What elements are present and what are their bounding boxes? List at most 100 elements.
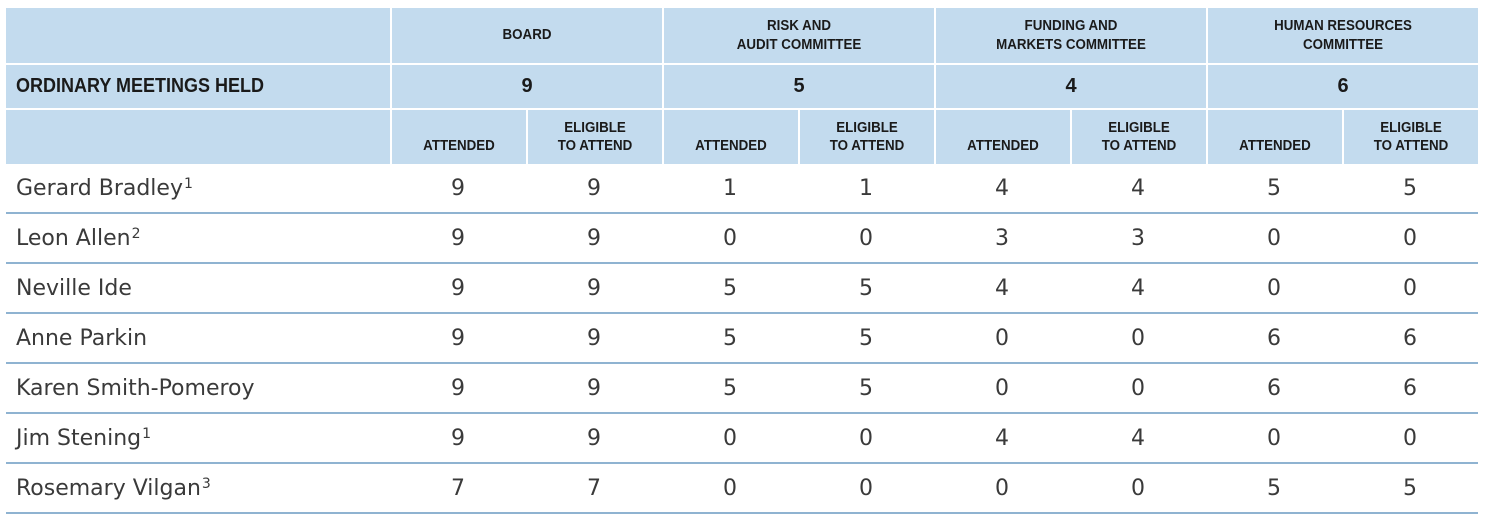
value-cell: 1 [798,164,935,214]
attended-header: ATTENDED [662,110,799,164]
value-cell: 4 [934,164,1071,214]
value-cell: 4 [934,264,1071,314]
value-cell: 6 [1206,364,1343,414]
value-cell: 0 [798,414,935,464]
value-cell: 0 [798,214,935,264]
footnote-marker: 3 [201,475,211,492]
value-cell: 0 [934,464,1071,514]
value-cell: 1 [662,164,799,214]
subheader-corner-cell [6,110,390,164]
table-row: Neville Ide 9 9 5 5 4 4 0 0 [6,264,1479,314]
eligible-header: ELIGIBLE TO ATTEND [798,110,935,164]
value-cell: 0 [1342,214,1479,264]
value-cell: 5 [798,264,935,314]
director-name: Karen Smith-Pomeroy [6,364,390,414]
committee-header-line: COMMITTEE [1303,36,1384,53]
value-cell: 9 [390,314,526,364]
footnote-marker: 1 [142,425,152,442]
meetings-held-board: 9 [390,65,663,110]
value-cell: 6 [1206,314,1343,364]
value-cell: 5 [662,264,799,314]
value-cell: 0 [798,464,935,514]
committee-header-line: HUMAN RESOURCES [1274,17,1412,34]
meetings-held-row: ORDINARY MEETINGS HELD 9 5 4 6 [6,65,1479,110]
meetings-held-funding-markets: 4 [934,65,1207,110]
director-name: Rosemary Vilgan3 [6,464,390,514]
committee-header-line: BOARD [502,27,552,43]
value-cell: 0 [662,464,799,514]
attended-header: ATTENDED [934,110,1071,164]
value-cell: 0 [1070,464,1207,514]
value-cell: 0 [1206,214,1343,264]
table-row: Rosemary Vilgan3 7 7 0 0 0 0 5 5 [6,464,1479,514]
value-cell: 4 [934,414,1071,464]
value-cell: 0 [1342,264,1479,314]
eligible-header: ELIGIBLE TO ATTEND [526,110,663,164]
value-cell: 9 [390,414,526,464]
value-cell: 9 [390,264,526,314]
value-cell: 7 [526,464,663,514]
table-row: Anne Parkin 9 9 5 5 0 0 6 6 [6,314,1479,364]
value-cell: 9 [390,214,526,264]
table-row: Karen Smith-Pomeroy 9 9 5 5 0 0 6 6 [6,364,1479,414]
value-cell: 0 [1342,414,1479,464]
value-cell: 9 [526,164,663,214]
attendance-table: BOARD RISK AND AUDIT COMMITTEE FUNDING A… [6,8,1479,514]
value-cell: 6 [1342,364,1479,414]
value-cell: 4 [1070,264,1207,314]
footnote-marker: 2 [131,225,141,242]
committee-header-line: RISK AND [767,17,832,34]
value-cell: 5 [662,364,799,414]
director-name: Gerard Bradley1 [6,164,390,214]
value-cell: 4 [1070,164,1207,214]
table-row: Gerard Bradley1 9 9 1 1 4 4 5 5 [6,164,1479,214]
value-cell: 5 [1206,164,1343,214]
header-corner-cell [6,8,390,65]
value-cell: 5 [1342,464,1479,514]
committee-header-line: FUNDING AND [1024,17,1118,34]
committee-header-board: BOARD [390,8,663,65]
value-cell: 7 [390,464,526,514]
value-cell: 5 [662,314,799,364]
table-row: Leon Allen2 9 9 0 0 3 3 0 0 [6,214,1479,264]
director-name: Neville Ide [6,264,390,314]
table-row: Jim Stening1 9 9 0 0 4 4 0 0 [6,414,1479,464]
attended-header: ATTENDED [390,110,526,164]
director-name: Leon Allen2 [6,214,390,264]
committee-header-human-resources: HUMAN RESOURCES COMMITTEE [1206,8,1479,65]
subheader-row: ATTENDED ELIGIBLE TO ATTEND ATTENDED ELIG… [6,110,1479,164]
value-cell: 0 [1070,314,1207,364]
value-cell: 9 [390,364,526,414]
committee-header-risk-audit: RISK AND AUDIT COMMITTEE [662,8,935,65]
value-cell: 4 [1070,414,1207,464]
value-cell: 0 [662,214,799,264]
value-cell: 9 [526,314,663,364]
value-cell: 9 [390,164,526,214]
footnote-marker: 1 [183,175,193,192]
meetings-held-human-resources: 6 [1206,65,1479,110]
eligible-header: ELIGIBLE TO ATTEND [1070,110,1207,164]
value-cell: 9 [526,214,663,264]
value-cell: 3 [934,214,1071,264]
value-cell: 9 [526,414,663,464]
director-name: Anne Parkin [6,314,390,364]
eligible-header: ELIGIBLE TO ATTEND [1342,110,1479,164]
value-cell: 0 [934,314,1071,364]
value-cell: 5 [1206,464,1343,514]
value-cell: 9 [526,264,663,314]
value-cell: 0 [1070,364,1207,414]
value-cell: 0 [934,364,1071,414]
value-cell: 3 [1070,214,1207,264]
value-cell: 0 [1206,264,1343,314]
value-cell: 0 [1206,414,1343,464]
value-cell: 9 [526,364,663,414]
value-cell: 5 [1342,164,1479,214]
committee-header-line: AUDIT COMMITTEE [736,36,862,53]
committee-header-line: MARKETS COMMITTEE [996,36,1146,53]
committee-header-funding-markets: FUNDING AND MARKETS COMMITTEE [934,8,1207,65]
committee-header-row: BOARD RISK AND AUDIT COMMITTEE FUNDING A… [6,8,1479,65]
attended-header: ATTENDED [1206,110,1343,164]
director-name: Jim Stening1 [6,414,390,464]
meetings-held-label: ORDINARY MEETINGS HELD [6,65,390,110]
value-cell: 5 [798,364,935,414]
